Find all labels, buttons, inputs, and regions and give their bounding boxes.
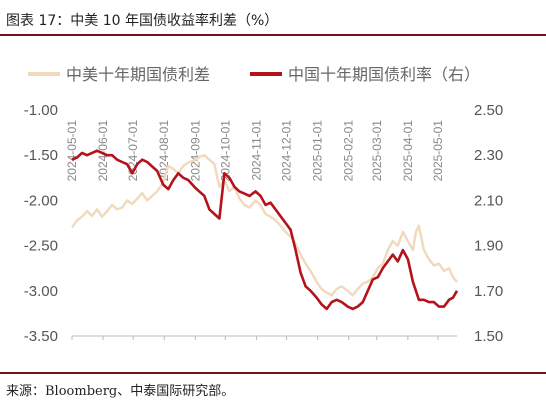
x-tick-label-3: 2024-08-01 <box>157 120 171 182</box>
x-tick-label-10: 2025-03-01 <box>370 120 384 182</box>
x-tick-label-8: 2025-01-01 <box>311 120 325 182</box>
legend-label-1: 中国十年期国债利率（右） <box>288 65 480 84</box>
x-tick-label-6: 2024-11-01 <box>249 120 263 181</box>
x-tick-label-7: 2024-12-01 <box>280 120 294 182</box>
left-y-axis: -1.00 -1.50 -2.00 -2.50 -3.00 -3.50 <box>24 102 58 345</box>
y-right-tick-5: 1.50 <box>474 328 503 345</box>
source-note: 来源：Bloomberg、中泰国际研究部。 <box>6 384 235 399</box>
series-line-0 <box>71 153 458 297</box>
x-tick-label-1: 2024-06-01 <box>96 120 110 182</box>
y-right-tick-4: 1.70 <box>474 283 503 300</box>
y-left-tick-5: -3.50 <box>24 328 58 345</box>
x-tick-label-12: 2025-05-01 <box>431 120 445 182</box>
y-left-tick-0: -1.00 <box>24 102 58 119</box>
x-tick-label-9: 2025-02-01 <box>342 120 356 182</box>
right-y-axis: 2.50 2.30 2.10 1.90 1.70 1.50 <box>474 102 503 345</box>
line-chart: 中美十年期国债利差 中国十年期国债利率（右） 2024-05-01 2024-06-… <box>24 65 503 345</box>
legend-label-0: 中美十年期国债利差 <box>66 65 210 84</box>
y-right-tick-0: 2.50 <box>474 102 503 119</box>
y-left-tick-1: -1.50 <box>24 147 58 164</box>
x-tick-label-11: 2025-04-01 <box>401 120 415 182</box>
chart-lines <box>71 149 459 311</box>
y-left-tick-3: -2.50 <box>24 238 58 255</box>
x-tick-label-0: 2024-05-01 <box>65 120 79 182</box>
top-rule <box>0 34 546 36</box>
y-left-tick-2: -2.00 <box>24 192 58 209</box>
y-right-tick-2: 2.10 <box>474 192 503 209</box>
series-line-1 <box>71 149 459 311</box>
y-right-tick-3: 1.90 <box>474 238 503 255</box>
x-tick-label-5: 2024-10-01 <box>218 120 232 182</box>
x-tick-label-4: 2024-09-01 <box>188 120 202 182</box>
x-axis-labels: 2024-05-01 2024-06-01 2024-07-01 2024-08-01… <box>65 120 457 340</box>
figure-caption: 图表 17：中美 10 年国债收益率利差（%） <box>6 13 279 29</box>
bottom-rule <box>0 372 546 374</box>
y-right-tick-1: 2.30 <box>474 147 503 164</box>
y-left-tick-4: -3.00 <box>24 283 58 300</box>
chart-legend: 中美十年期国债利差 中国十年期国债利率（右） <box>28 65 480 84</box>
